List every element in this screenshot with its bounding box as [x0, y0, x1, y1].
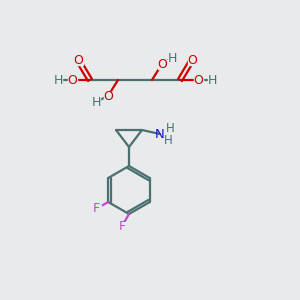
Bar: [117, 222, 127, 231]
Bar: [92, 98, 100, 106]
Text: H: H: [207, 74, 217, 86]
Text: O: O: [157, 58, 167, 70]
Text: F: F: [118, 220, 126, 232]
Text: O: O: [103, 89, 113, 103]
Bar: [103, 92, 112, 100]
Bar: [158, 59, 166, 68]
Bar: [208, 76, 216, 84]
Text: O: O: [67, 74, 77, 86]
Text: O: O: [187, 53, 197, 67]
Bar: [168, 54, 176, 62]
Text: H: H: [53, 74, 63, 86]
Bar: [68, 76, 76, 85]
Text: H: H: [164, 134, 172, 146]
Bar: [91, 205, 101, 214]
Text: N: N: [155, 128, 165, 140]
Bar: [188, 56, 196, 64]
Bar: [54, 76, 62, 84]
Text: F: F: [92, 202, 100, 215]
Text: O: O: [193, 74, 203, 86]
Text: H: H: [167, 52, 177, 64]
Bar: [194, 76, 202, 85]
Text: O: O: [73, 53, 83, 67]
Text: H: H: [166, 122, 174, 134]
Bar: [74, 56, 82, 64]
Text: H: H: [91, 95, 101, 109]
